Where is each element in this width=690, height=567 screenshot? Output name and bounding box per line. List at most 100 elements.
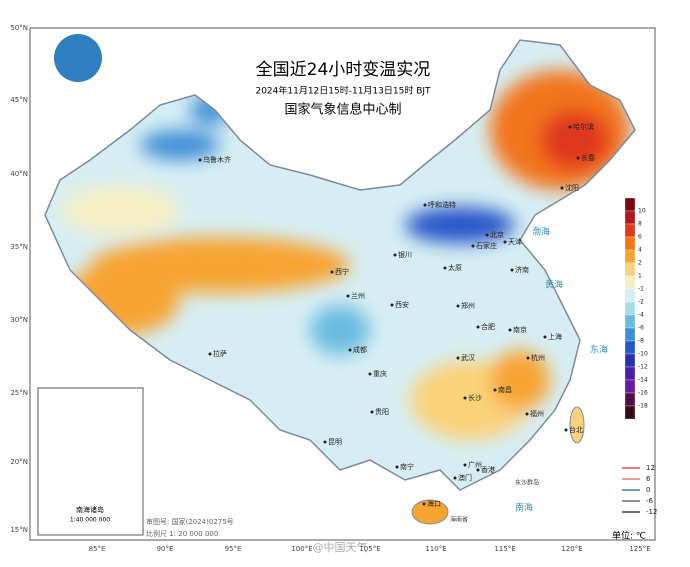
city-label: 兰州 <box>351 291 365 300</box>
lat-label: 15°N <box>10 526 28 534</box>
island-label: 海南省 <box>450 516 468 524</box>
city-dot <box>348 348 352 352</box>
city-dot <box>368 372 372 376</box>
inset <box>37 387 144 536</box>
city-label: 澳门 <box>458 473 472 482</box>
legend-label: 10 <box>638 208 646 215</box>
legend-label: -6 <box>638 325 644 332</box>
city-dot <box>560 186 564 190</box>
legend-swatch <box>624 236 636 251</box>
city-dot <box>510 268 514 272</box>
line-label: 6 <box>646 475 651 483</box>
city-dot <box>323 440 327 444</box>
taiwan <box>569 406 585 444</box>
city-label: 长沙 <box>468 393 482 402</box>
city-dot <box>493 388 497 392</box>
legend-swatch <box>624 327 636 342</box>
title: 全国近24小时变温实况 <box>256 60 431 80</box>
city-label: 南昌 <box>498 385 512 394</box>
hainan <box>411 499 449 525</box>
legend-label: 8 <box>638 221 642 228</box>
island-label: 东沙群岛 <box>515 479 539 487</box>
lon-label: 125°E <box>629 545 650 553</box>
city-dot <box>393 253 397 257</box>
city-label: 天津 <box>508 238 522 246</box>
legend-label: -12 <box>638 364 648 371</box>
lat-label: 25°N <box>10 389 28 397</box>
city-label: 南京 <box>513 325 527 334</box>
line-label: -12 <box>646 508 657 516</box>
city-dot <box>471 244 475 248</box>
legend-swatch <box>624 366 636 381</box>
city-label: 西安 <box>395 300 409 309</box>
sea-label: 南海 <box>515 502 533 514</box>
city-dot <box>390 303 394 307</box>
legend-label: -1 <box>638 286 644 293</box>
lat-label: 20°N <box>10 458 28 466</box>
city-label: 福州 <box>530 409 544 418</box>
legend-label: 2 <box>638 260 642 267</box>
city-label: 贵阳 <box>375 407 389 416</box>
legend-swatch <box>624 288 636 303</box>
legend-swatch <box>624 210 636 225</box>
city-label: 石家庄 <box>476 241 497 250</box>
legend-swatch <box>624 223 636 238</box>
city-dot <box>208 352 212 356</box>
legend-swatch <box>624 249 636 264</box>
city-label: 海口 <box>427 499 441 508</box>
city-label: 沈阳 <box>565 183 579 192</box>
city-dot <box>423 203 427 207</box>
city-label: 香港 <box>481 465 495 474</box>
city-dot <box>476 468 480 472</box>
city-dot <box>564 428 568 432</box>
city-dot <box>526 356 530 360</box>
city-label: 合肥 <box>481 322 495 331</box>
lat-label: 30°N <box>10 316 28 324</box>
city-dot <box>463 396 467 400</box>
lat-label: 40°N <box>10 170 28 178</box>
legend-swatch <box>624 301 636 316</box>
city-label: 杭州 <box>531 353 545 362</box>
city-dot <box>476 325 480 329</box>
legend-label: -16 <box>638 390 648 397</box>
city-label: 武汉 <box>461 353 475 362</box>
city-label: 昆明 <box>328 438 342 446</box>
lat-label: 35°N <box>10 243 28 251</box>
legend-swatch <box>624 314 636 329</box>
city-label: 重庆 <box>373 369 387 378</box>
logo <box>54 34 102 82</box>
line-label: 12 <box>646 464 655 472</box>
city-label: 乌鲁木齐 <box>203 155 231 164</box>
sea-label: 东海 <box>590 344 608 356</box>
legend-label: -10 <box>638 351 648 358</box>
legend-swatch <box>624 353 636 368</box>
lon-label: 110°E <box>425 545 446 553</box>
city-dot <box>485 233 489 237</box>
inset-scale: 1:40 000 000 <box>70 517 110 524</box>
watermark: @中国天气 <box>313 540 368 554</box>
lon-label: 85°E <box>89 545 106 553</box>
legend-swatch <box>624 340 636 355</box>
legend-swatch <box>624 405 636 420</box>
city-label: 呼和浩特 <box>428 200 456 209</box>
sea-label: 黄海 <box>545 279 563 291</box>
lat-label: 45°N <box>10 96 28 104</box>
city-label: 济南 <box>515 265 529 274</box>
city-dot <box>456 304 460 308</box>
line-label: 0 <box>646 486 650 494</box>
legend-label: -14 <box>638 377 648 384</box>
city-dot <box>198 158 202 162</box>
city-label: 北京 <box>490 230 504 239</box>
city-label: 哈尔滨 <box>573 122 594 131</box>
legend-label: -18 <box>638 403 648 410</box>
lon-label: 115°E <box>494 545 515 553</box>
subtitle: 2024年11月12日15时-11月13日15时 BJT <box>255 85 431 97</box>
city-dot <box>456 356 460 360</box>
city-label: 南宁 <box>400 462 414 471</box>
sea-label: 渤海 <box>532 226 550 238</box>
city-dot <box>508 328 512 332</box>
city-dot <box>370 410 374 414</box>
city-label: 长春 <box>581 153 595 162</box>
city-label: 上海 <box>548 332 562 341</box>
